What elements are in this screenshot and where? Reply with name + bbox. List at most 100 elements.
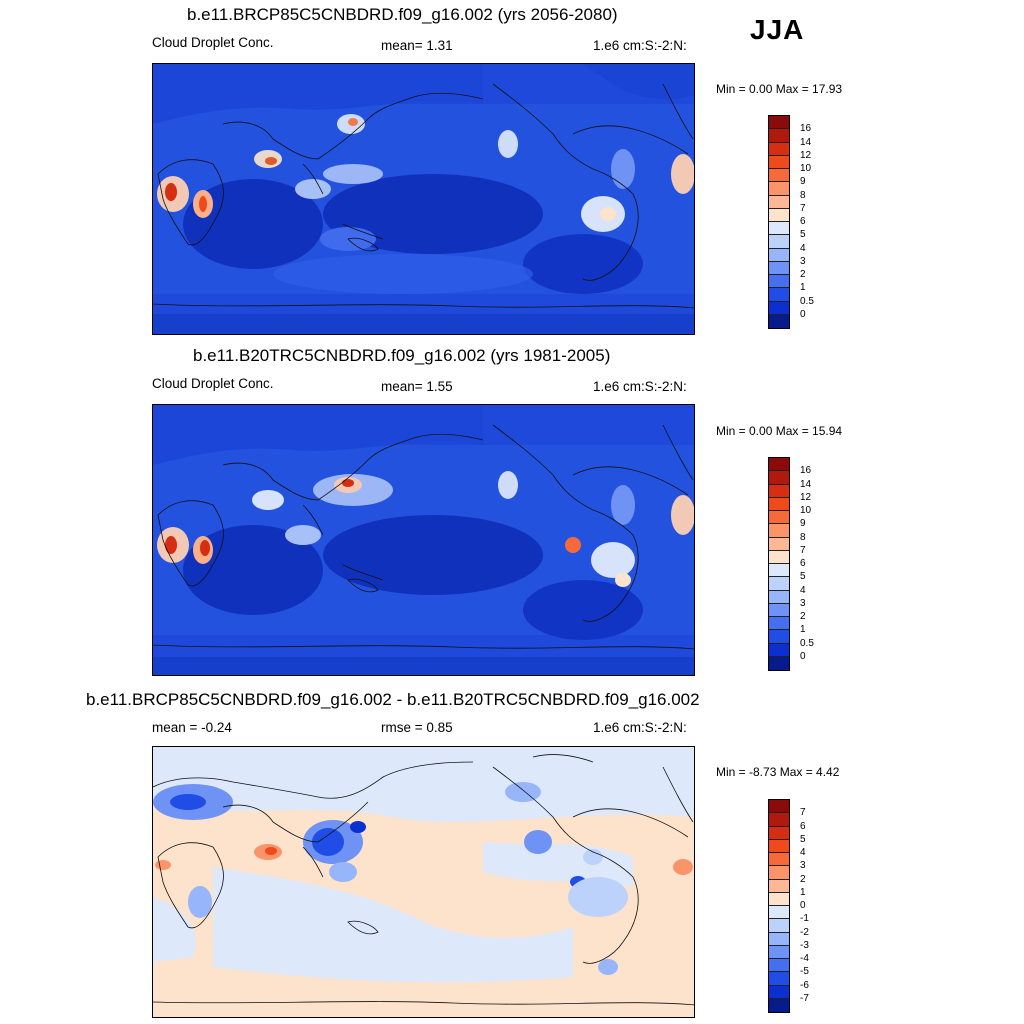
colorbar-tick-label: 14 — [800, 136, 812, 148]
colorbar-swatch — [769, 524, 789, 538]
colorbar-tick-label: 5 — [800, 833, 806, 845]
colorbar-swatch — [769, 800, 789, 814]
panel-2-map — [152, 404, 695, 676]
colorbar-swatch — [769, 301, 789, 315]
colorbar-swatch — [769, 261, 789, 275]
panel-2-map-field — [153, 405, 694, 675]
colorbar-swatch — [769, 169, 789, 183]
colorbar-tick-label: 4 — [800, 242, 806, 254]
colorbar-tick-label: 4 — [800, 584, 806, 596]
panel-2-colorbar-segments — [769, 458, 789, 670]
colorbar-swatch — [769, 182, 789, 196]
colorbar-swatch — [769, 142, 789, 156]
panel-2-units: 1.e6 cm:S:-2:N: — [593, 379, 687, 394]
colorbar-tick-label: 3 — [800, 255, 806, 267]
colorbar-tick-label: 8 — [800, 531, 806, 543]
colorbar-swatch — [769, 892, 789, 906]
colorbar-tick-label: 10 — [800, 163, 812, 174]
colorbar-tick-label: 0 — [800, 900, 806, 911]
colorbar-tick-label: 7 — [800, 202, 806, 214]
colorbar-tick-label: 1 — [800, 282, 806, 294]
colorbar-swatch — [769, 195, 789, 209]
colorbar-swatch — [769, 235, 789, 249]
panel-2-title: b.e11.B20TRC5CNBDRD.f09_g16.002 (yrs 198… — [193, 346, 611, 365]
colorbar-tick-label: 6 — [800, 558, 806, 569]
colorbar-swatch — [769, 813, 789, 827]
colorbar-swatch — [769, 617, 789, 631]
panel-3-map — [152, 746, 695, 1018]
colorbar-swatch — [769, 959, 789, 973]
colorbar-tick-label: 16 — [800, 123, 812, 135]
panel-3-map-field — [153, 747, 694, 1006]
colorbar-tick-label: 8 — [800, 189, 806, 201]
colorbar-swatch — [769, 985, 789, 999]
colorbar-tick-label: 4 — [800, 847, 806, 858]
panel-1-map-field — [153, 64, 694, 334]
colorbar-tick-label: -2 — [800, 926, 809, 938]
panel-3-rmse: rmse = 0.85 — [381, 720, 453, 735]
colorbar-tick-label: 3 — [800, 597, 806, 609]
colorbar-swatch — [769, 643, 789, 657]
colorbar-tick-label: 1 — [800, 624, 806, 636]
season-label: JJA — [750, 14, 805, 45]
panel-1-title: b.e11.BRCP85C5CNBDRD.f09_g16.002 (yrs 20… — [187, 5, 618, 24]
panel-3-minmax: Min = -8.73 Max = 4.42 — [716, 765, 840, 779]
colorbar-swatch — [769, 839, 789, 853]
colorbar-swatch — [769, 826, 789, 840]
colorbar-tick-label: -4 — [800, 953, 809, 964]
colorbar-swatch — [769, 972, 789, 986]
colorbar-swatch — [769, 853, 789, 867]
panel-3-mean: mean = -0.24 — [152, 720, 232, 735]
colorbar-tick-label: 12 — [800, 491, 812, 503]
colorbar-swatch — [769, 564, 789, 578]
colorbar-swatch — [769, 906, 789, 920]
colorbar-tick-label: 5 — [800, 229, 806, 241]
colorbar-tick-label: 5 — [800, 571, 806, 583]
colorbar-swatch — [769, 879, 789, 893]
colorbar-swatch — [769, 208, 789, 222]
colorbar-swatch — [769, 590, 789, 604]
colorbar-swatch — [769, 919, 789, 933]
colorbar-tick-label: -6 — [800, 979, 809, 991]
panel-3-title: b.e11.BRCP85C5CNBDRD.f09_g16.002 - b.e11… — [86, 690, 700, 709]
colorbar-tick-label: 14 — [800, 478, 812, 490]
colorbar-tick-label: 16 — [800, 465, 812, 477]
panel-2-colorbar — [768, 457, 790, 671]
colorbar-swatch — [769, 932, 789, 946]
colorbar-tick-label: 2 — [800, 269, 806, 280]
colorbar-tick-label: -7 — [800, 992, 809, 1004]
colorbar-tick-label: 0.5 — [800, 637, 814, 649]
colorbar-swatch — [769, 866, 789, 880]
colorbar-swatch — [769, 155, 789, 169]
panel-3-colorbar — [768, 799, 790, 1013]
colorbar-swatch — [769, 116, 789, 130]
colorbar-tick-label: -1 — [800, 913, 809, 925]
colorbar-swatch — [769, 603, 789, 617]
colorbar-swatch — [769, 458, 789, 472]
colorbar-tick-label: 0 — [800, 308, 806, 320]
colorbar-tick-label: -3 — [800, 939, 809, 951]
colorbar-tick-label: 2 — [800, 873, 806, 885]
panel-1-units: 1.e6 cm:S:-2:N: — [593, 38, 687, 53]
colorbar-swatch — [769, 656, 789, 670]
panel-2-variable-label: Cloud Droplet Conc. — [152, 376, 274, 391]
colorbar-swatch — [769, 129, 789, 143]
panel-2-mean: mean= 1.55 — [381, 379, 453, 394]
panel-1-variable-label: Cloud Droplet Conc. — [152, 35, 274, 50]
colorbar-tick-label: 3 — [800, 860, 806, 872]
colorbar-tick-label: 0.5 — [800, 295, 814, 307]
colorbar-tick-label: -5 — [800, 966, 809, 978]
colorbar-swatch — [769, 577, 789, 591]
colorbar-tick-label: 10 — [800, 505, 812, 516]
colorbar-swatch — [769, 484, 789, 498]
colorbar-swatch — [769, 998, 789, 1012]
colorbar-swatch — [769, 630, 789, 644]
colorbar-tick-label: 7 — [800, 544, 806, 556]
panel-2-minmax: Min = 0.00 Max = 15.94 — [716, 424, 843, 438]
colorbar-swatch — [769, 314, 789, 328]
colorbar-tick-label: 2 — [800, 611, 806, 622]
colorbar-swatch — [769, 511, 789, 525]
panel-3-units: 1.e6 cm:S:-2:N: — [593, 720, 687, 735]
colorbar-swatch — [769, 288, 789, 302]
colorbar-tick-label: 9 — [800, 518, 806, 530]
